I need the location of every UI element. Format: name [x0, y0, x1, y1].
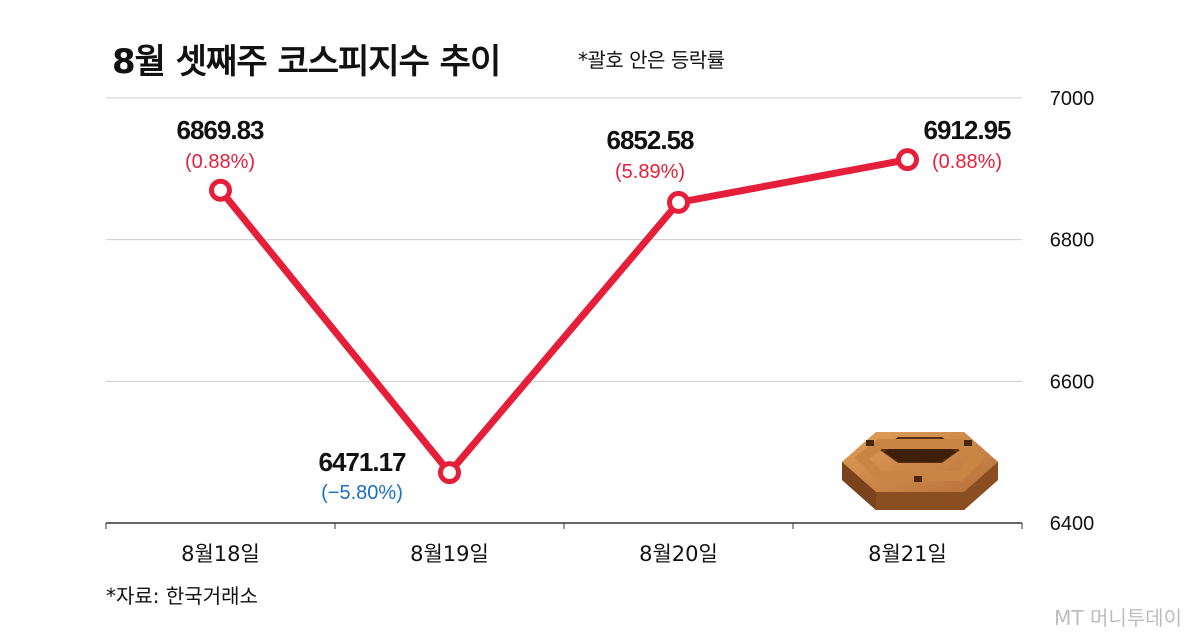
change-label-0: (0.88%) — [185, 151, 255, 173]
y-tick-label: 6400 — [1050, 513, 1095, 535]
y-tick-label: 7000 — [1050, 88, 1095, 110]
data-point — [209, 178, 232, 202]
chart-title: 8월 셋째주 코스피지수 추이 — [112, 42, 501, 82]
change-label-3: (0.88%) — [932, 151, 1002, 173]
publisher-credit: MT 머니투데이 — [1054, 606, 1182, 630]
data-point — [896, 148, 919, 172]
source-note: *자료: 한국거래소 — [106, 584, 258, 608]
change-label-2: (5.89%) — [615, 161, 685, 183]
chart-note: *괄호 안은 등락률 — [578, 48, 725, 72]
series-line — [217, 156, 911, 479]
x-tick-label: 8월18일 — [181, 542, 260, 566]
data-point — [438, 461, 461, 485]
x-tick-label: 8월21일 — [868, 542, 947, 566]
y-tick-label: 6600 — [1050, 371, 1095, 393]
hexagon-nut-icon — [842, 432, 998, 510]
data-point — [667, 190, 690, 214]
value-label-2: 6852.58 — [607, 125, 695, 155]
x-tick-label: 8월20일 — [639, 542, 718, 566]
y-tick-label: 6800 — [1050, 230, 1095, 252]
value-label-0: 6869.83 — [177, 115, 265, 145]
x-axis-labels: 8월18일 8월19일 8월20일 8월21일 — [181, 542, 947, 566]
x-axis — [105, 523, 1023, 529]
x-tick-label: 8월19일 — [410, 542, 489, 566]
y-axis-labels: 7000 6800 6600 6400 — [1050, 88, 1095, 535]
change-label-1: (−5.80%) — [321, 482, 403, 504]
data-labels: 6869.83 (0.88%) 6471.17 (−5.80%) 6852.58… — [177, 115, 1013, 504]
value-label-1: 6471.17 — [319, 447, 407, 477]
data-markers — [209, 148, 919, 485]
value-label-3: 6912.95 — [924, 115, 1012, 145]
